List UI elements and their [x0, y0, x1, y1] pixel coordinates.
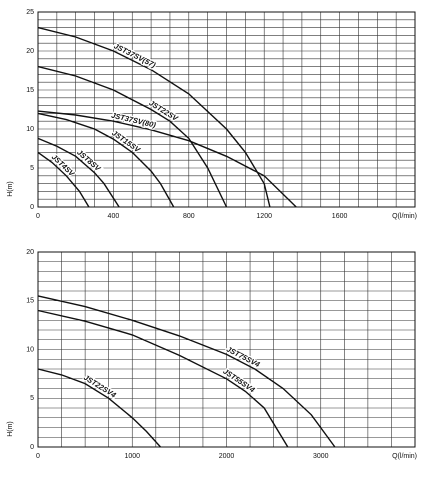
curve: [37, 368, 162, 448]
curve-label: JST15SV: [110, 128, 142, 154]
x-tick-label: 1600: [332, 213, 348, 220]
curve: [37, 112, 175, 208]
y-tick-label: 20: [26, 249, 34, 256]
y-tick-label: 25: [26, 9, 34, 16]
x-tick-label: 0: [36, 453, 40, 460]
x-tick-label: 400: [108, 213, 120, 220]
curve: [37, 309, 289, 448]
x-axis-label: Q(l/min): [392, 453, 417, 460]
curve-label: JST8SV: [75, 148, 103, 174]
y-axis-label: H(m): [7, 421, 14, 437]
curve-label: JST37SV(57): [112, 41, 157, 69]
curve: [37, 137, 120, 208]
y-tick-label: 0: [30, 204, 34, 211]
x-tick-label: 1000: [124, 453, 140, 460]
curve: [37, 295, 336, 448]
x-tick-label: 0: [36, 213, 40, 220]
curve: [37, 65, 228, 208]
curve: [37, 110, 297, 208]
x-tick-label: 800: [183, 213, 195, 220]
curve-label: JST4SV: [50, 152, 77, 178]
y-tick-label: 15: [26, 87, 34, 94]
y-tick-label: 10: [26, 126, 34, 133]
curve-label: JST22SV4: [82, 373, 118, 400]
x-tick-label: 1200: [256, 213, 272, 220]
x-tick-label: 2000: [219, 453, 235, 460]
curve: [37, 26, 271, 208]
curve: [37, 151, 90, 208]
plot-frame: [37, 251, 416, 448]
y-tick-label: 0: [30, 444, 34, 451]
x-axis-label: Q(l/min): [392, 213, 417, 220]
x-tick-label: 3000: [313, 453, 329, 460]
y-tick-label: 20: [26, 48, 34, 55]
y-axis-label: H(m): [7, 181, 14, 197]
y-tick-label: 5: [30, 395, 34, 402]
y-tick-label: 10: [26, 346, 34, 353]
y-tick-label: 15: [26, 298, 34, 305]
y-tick-label: 5: [30, 165, 34, 172]
